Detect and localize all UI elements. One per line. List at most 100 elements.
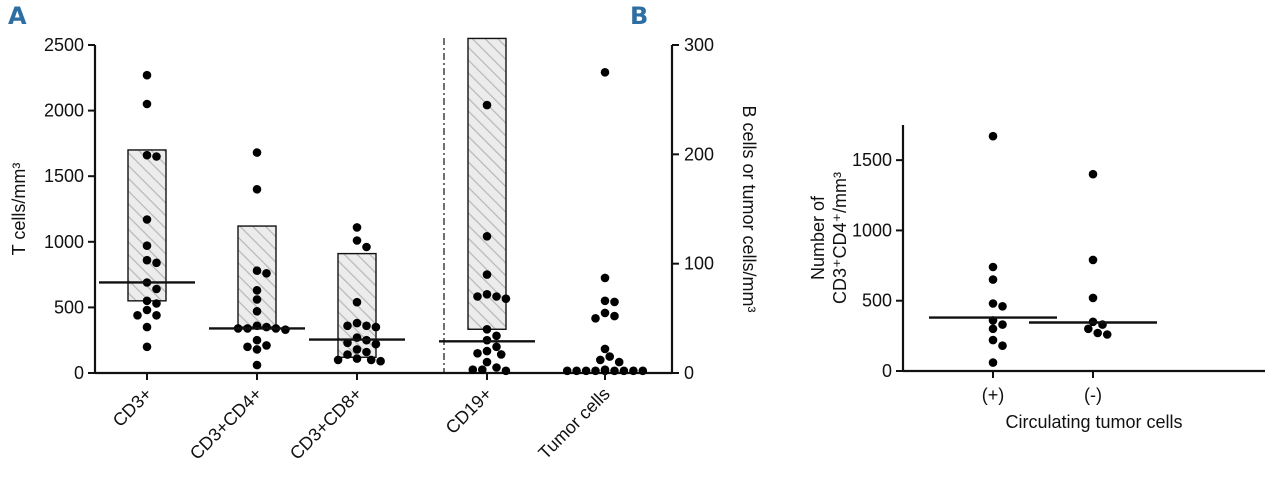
left-y-tick-label: 2500 bbox=[44, 35, 84, 55]
cd19-point bbox=[468, 365, 478, 375]
b-y-tick-label: 0 bbox=[882, 361, 892, 381]
right-y-tick-label: 0 bbox=[684, 363, 694, 383]
cd19-point bbox=[492, 331, 501, 341]
cd3-cd8-point bbox=[352, 236, 362, 245]
b-positive-point bbox=[988, 275, 998, 284]
tumor-cells-point bbox=[619, 366, 629, 376]
cd3-cd4-point bbox=[252, 335, 262, 345]
tumor-cells-point bbox=[605, 352, 614, 361]
cd19-range-box bbox=[467, 37, 507, 330]
b-negative-point bbox=[1088, 293, 1098, 303]
right-y-tick-label: 200 bbox=[684, 144, 714, 164]
b-y-axis-title-line1: Number of bbox=[808, 195, 828, 280]
cd3-cd8-x-label: CD3+CD8+ bbox=[286, 384, 366, 464]
cd3-point bbox=[152, 311, 161, 320]
b-positive-point bbox=[998, 302, 1007, 311]
tumor-cells-point bbox=[600, 308, 610, 318]
tumor-cells-x-label: Tumor cells bbox=[534, 384, 613, 463]
b-y-tick-label: 1000 bbox=[852, 220, 892, 240]
cd3-cd4-point bbox=[252, 266, 262, 276]
b-y-axis-title-line2: CD3⁺CD4⁺/mm³ bbox=[830, 172, 850, 304]
tumor-cells-point bbox=[572, 366, 581, 376]
tumor-cells-point bbox=[600, 344, 610, 354]
panel-label-b: B bbox=[630, 2, 648, 30]
cd19-point bbox=[492, 342, 501, 352]
left-y-axis-title: T cells/mm³ bbox=[9, 163, 29, 256]
cd3-cd8-point bbox=[362, 321, 371, 331]
cd3-cd8-point bbox=[376, 356, 385, 366]
cd3-cd8-point bbox=[352, 345, 362, 354]
left-y-tick-label: 1000 bbox=[44, 232, 84, 252]
tumor-cells-point bbox=[600, 273, 610, 283]
cd19-point bbox=[473, 292, 482, 301]
cd3-point bbox=[142, 99, 152, 109]
cd3-point bbox=[142, 215, 152, 224]
cd3-point bbox=[142, 241, 152, 250]
cd3-cd8-point bbox=[371, 339, 381, 349]
panel-a-plot: 0 500 1000 1500 2000 2500 T cells/mm³ 0 100 200 30… bbox=[9, 35, 759, 464]
cd3-cd8-point bbox=[352, 354, 362, 363]
right-y-tick-label: 300 bbox=[684, 35, 714, 55]
b-positive-point bbox=[988, 358, 998, 367]
cd19-point bbox=[473, 349, 482, 358]
tumor-cells-point bbox=[638, 366, 648, 376]
cd3-point bbox=[142, 150, 152, 160]
tumor-cells-point bbox=[629, 366, 638, 376]
b-negative-point bbox=[1093, 328, 1102, 338]
tumor-cells-point bbox=[591, 314, 600, 323]
cd19-point bbox=[482, 325, 492, 334]
cd3-cd4-point bbox=[262, 341, 271, 350]
b-y-tick-label: 500 bbox=[862, 291, 892, 311]
b-positive-point bbox=[988, 262, 998, 272]
tumor-cells-point bbox=[581, 366, 591, 376]
tumor-cells-point bbox=[600, 366, 610, 376]
cd3-range-box bbox=[127, 149, 167, 302]
cd19-point bbox=[482, 290, 492, 299]
b-negative-point bbox=[1088, 169, 1098, 179]
cd3-point bbox=[142, 322, 152, 332]
cd3-cd4-point bbox=[252, 148, 262, 157]
right-y-axis-title: B cells or tumor cells/mm³ bbox=[739, 105, 759, 312]
b-negative-point bbox=[1088, 255, 1098, 265]
tumor-cells-point bbox=[591, 366, 600, 376]
cd3-cd4-point bbox=[281, 325, 290, 335]
cd3-cd4-point bbox=[262, 322, 271, 332]
cd3-point bbox=[152, 284, 161, 294]
cd3-point bbox=[142, 296, 152, 306]
panel-b-plot: 0 500 1000 1500 Number of CD3⁺CD4⁺/mm³ (+) (-) C… bbox=[808, 125, 1265, 432]
b-positive-point bbox=[998, 320, 1007, 329]
cd3-cd4-point bbox=[252, 295, 262, 304]
tumor-cells-point bbox=[610, 297, 619, 307]
b-positive-point bbox=[998, 341, 1007, 351]
tumor-cells-point bbox=[600, 296, 610, 306]
tumor-cells-point bbox=[562, 366, 572, 376]
b-negative-point bbox=[1102, 330, 1112, 339]
cd3-point bbox=[142, 255, 152, 265]
cd19-point bbox=[478, 365, 487, 375]
cd3-cd8-point bbox=[333, 355, 343, 365]
b-positive-point bbox=[988, 131, 998, 141]
panel-label-a: A bbox=[8, 2, 27, 30]
cd19-point bbox=[501, 294, 511, 304]
b-negative-point bbox=[1084, 324, 1093, 334]
right-y-tick-label: 100 bbox=[684, 254, 714, 274]
cd19-point bbox=[482, 100, 492, 110]
cd3-point bbox=[152, 299, 161, 308]
cd3-x-label: CD3+ bbox=[109, 384, 156, 431]
cd19-point bbox=[496, 350, 506, 359]
cd19-point bbox=[492, 363, 501, 372]
left-y-tick-label: 0 bbox=[74, 363, 84, 383]
cd3-cd4-x-label: CD3+CD4+ bbox=[186, 384, 266, 464]
cd3-cd8-point bbox=[352, 318, 362, 328]
cd3-cd4-point bbox=[252, 307, 262, 316]
b-y-tick-label: 1500 bbox=[852, 150, 892, 170]
tumor-cells-point bbox=[596, 355, 605, 365]
cd19-point bbox=[492, 292, 501, 301]
cd19-point bbox=[482, 270, 492, 279]
tumor-cells-point bbox=[614, 357, 624, 367]
cd3-cd4-point bbox=[252, 360, 262, 370]
cd3-cd8-point bbox=[352, 297, 362, 307]
cd3-point bbox=[133, 311, 142, 320]
cd3-point bbox=[142, 305, 152, 315]
